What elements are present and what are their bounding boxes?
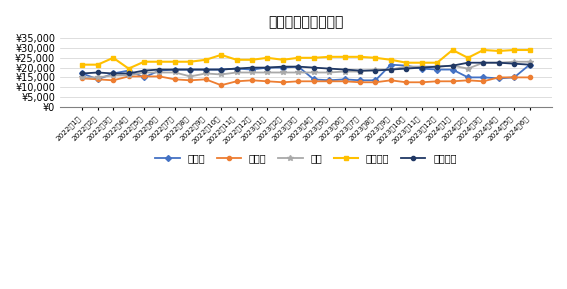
Title: 商材別　単価推移表: 商材別 単価推移表 (268, 15, 344, 29)
Legend: チェア, デスク, 書棚, ロッカー, テーブル: チェア, デスク, 書棚, ロッカー, テーブル (151, 149, 460, 167)
